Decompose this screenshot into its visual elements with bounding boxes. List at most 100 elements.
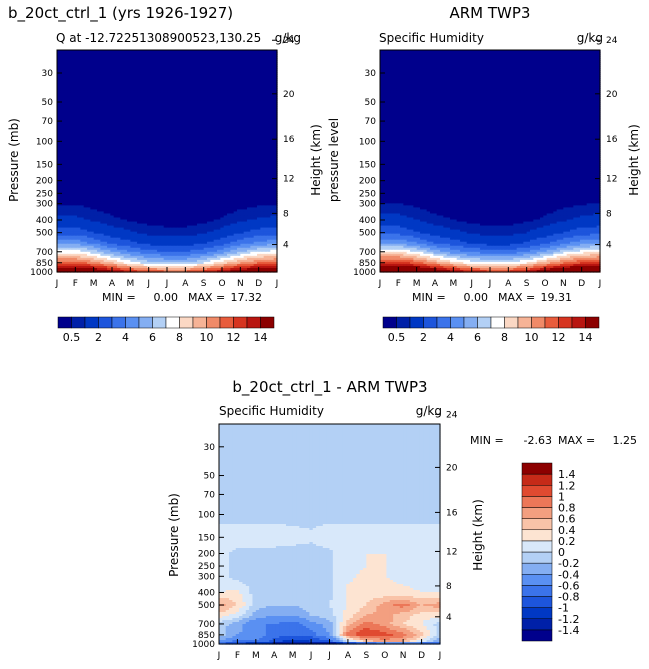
field-cell: [83, 100, 88, 104]
field-cell: [230, 72, 235, 75]
field-cell: [210, 88, 215, 91]
field-cell: [80, 96, 85, 100]
field-cell: [120, 102, 125, 106]
field-cell: [197, 72, 201, 75]
field-cell: [183, 68, 188, 71]
field-cell: [263, 106, 268, 110]
field-cell: [150, 86, 155, 89]
field-cell: [80, 74, 85, 77]
field-cell: [127, 60, 131, 63]
field-cell: [163, 66, 168, 69]
field-cell: [197, 100, 201, 104]
field-cell: [273, 94, 278, 98]
field-cell: [177, 72, 181, 75]
field-cell: [113, 96, 118, 100]
field-cell: [80, 92, 85, 95]
field-cell: [180, 70, 185, 73]
field-cell: [217, 94, 221, 98]
field-cell: [207, 98, 211, 102]
field-cell: [90, 60, 95, 63]
field-cell: [247, 90, 251, 93]
field-cell: [150, 96, 155, 100]
field-cell: [273, 80, 278, 83]
field-cell: [243, 52, 248, 55]
field-cell: [183, 102, 188, 106]
field-cell: [133, 56, 138, 59]
field-cell: [143, 56, 148, 59]
field-cell: [57, 98, 61, 102]
field-cell: [240, 60, 245, 63]
field-cell: [57, 58, 61, 61]
field-cell: [137, 54, 141, 57]
field-cell: [217, 66, 221, 69]
field-cell: [97, 60, 101, 63]
field-cell: [250, 64, 255, 67]
field-cell: [143, 66, 148, 69]
field-cell: [90, 62, 95, 65]
field-cell: [263, 90, 268, 93]
field-cell: [100, 74, 105, 77]
field-cell: [243, 76, 248, 79]
field-cell: [97, 108, 101, 112]
field-cell: [137, 100, 141, 104]
field-cell: [230, 74, 235, 77]
field-cell: [87, 106, 91, 110]
field-cell: [230, 84, 235, 87]
field-cell: [173, 66, 178, 69]
field-cell: [200, 94, 205, 98]
field-cell: [193, 94, 198, 98]
field-cell: [67, 80, 71, 83]
field-cell: [120, 86, 125, 89]
field-cell: [57, 72, 61, 75]
field-cell: [110, 84, 115, 87]
field-cell: [263, 88, 268, 91]
field-cell: [73, 104, 78, 108]
field-cell: [153, 100, 158, 104]
field-cell: [93, 70, 98, 73]
field-cell: [103, 52, 108, 55]
field-cell: [143, 100, 148, 104]
field-cell: [63, 60, 68, 63]
field-cell: [233, 68, 238, 71]
field-cell: [220, 106, 225, 110]
field-cell: [87, 60, 91, 63]
field-cell: [127, 104, 131, 108]
field-cell: [223, 78, 228, 81]
field-cell: [210, 100, 215, 104]
field-cell: [240, 54, 245, 57]
field-cell: [240, 58, 245, 61]
field-cell: [207, 66, 211, 69]
field-cell: [73, 50, 78, 53]
min-value: 0.00: [464, 291, 489, 304]
field-cell: [63, 62, 68, 65]
field-cell: [120, 68, 125, 71]
field-cell: [57, 102, 61, 106]
field-cell: [267, 76, 271, 79]
field-cell: [160, 88, 165, 91]
field-cell: [100, 70, 105, 73]
field-cell: [273, 64, 278, 67]
field-cell: [237, 96, 241, 100]
field-cell: [163, 56, 168, 59]
field-cell: [93, 74, 98, 77]
field-cell: [260, 88, 265, 91]
field-cell: [140, 94, 145, 98]
field-cell: [117, 88, 121, 91]
field-cell: [253, 50, 258, 53]
field-cell: [230, 86, 235, 89]
height-axis-label: Height (km): [309, 124, 323, 195]
field-cell: [210, 50, 215, 53]
field-cell: [250, 102, 255, 106]
field-cell: [223, 106, 228, 110]
field-cell: [183, 106, 188, 110]
field-cell: [97, 88, 101, 91]
field-cell: [83, 64, 88, 67]
max-label: MAX =: [188, 291, 225, 304]
field-cell: [180, 56, 185, 59]
field-cell: [190, 96, 195, 100]
field-cell: [137, 56, 141, 59]
field-cell: [123, 60, 128, 63]
field-cell: [223, 50, 228, 53]
field-cell: [107, 60, 111, 63]
field-cell: [253, 102, 258, 106]
